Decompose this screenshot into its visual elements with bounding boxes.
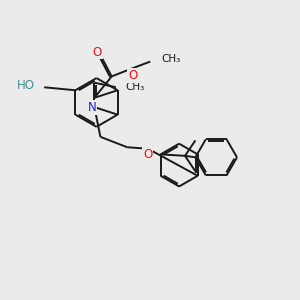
Text: HO: HO <box>17 79 35 92</box>
Text: O: O <box>128 69 138 82</box>
Text: N: N <box>88 100 96 114</box>
Text: CH₃: CH₃ <box>125 82 145 92</box>
Text: O: O <box>93 46 102 59</box>
Text: CH₃: CH₃ <box>162 54 181 64</box>
Text: O: O <box>143 148 153 160</box>
